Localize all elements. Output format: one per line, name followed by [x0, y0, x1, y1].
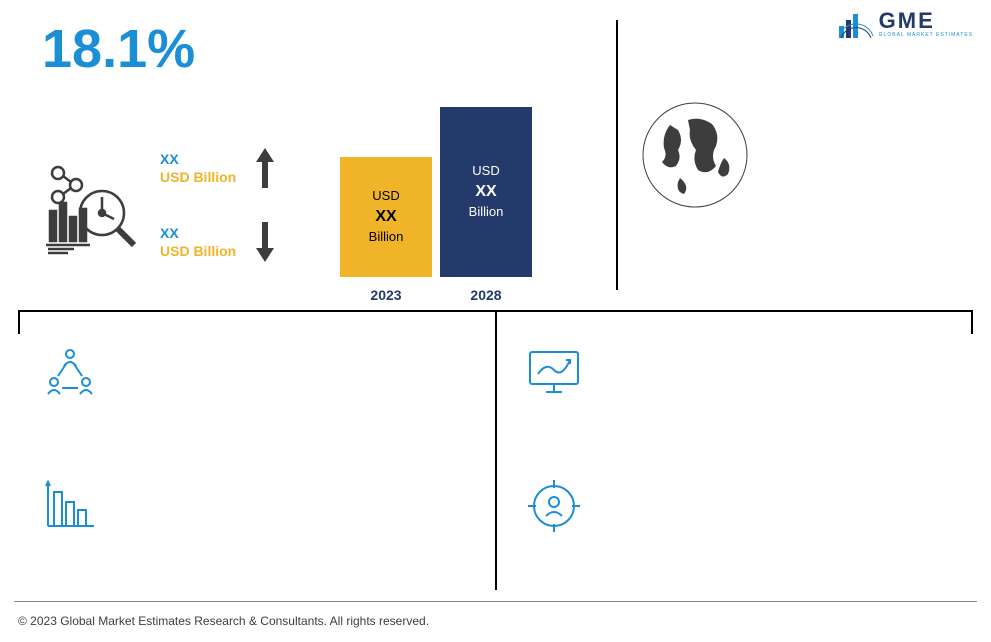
up-stat-unit: USD Billion	[160, 168, 236, 186]
bar-label-2023: 2023	[370, 287, 401, 303]
arrow-down-icon	[254, 220, 276, 264]
logo-mark-icon	[837, 8, 875, 40]
horizontal-divider-bottom	[14, 601, 977, 602]
gme-logo: GME GLOBAL MARKET ESTIMATES	[837, 8, 973, 40]
logo-subtitle: GLOBAL MARKET ESTIMATES	[879, 32, 973, 38]
arrow-stats: XX USD Billion XX USD Billion	[160, 146, 310, 264]
people-network-icon	[40, 344, 100, 404]
arrow-up-icon	[254, 146, 276, 190]
monitor-trend-icon	[524, 344, 584, 404]
down-stat-unit: USD Billion	[160, 242, 236, 260]
vertical-divider-top	[616, 20, 618, 290]
analytics-icon	[30, 155, 140, 255]
bar-unit-bottom: Billion	[469, 204, 504, 221]
bar-value: XX	[375, 207, 396, 228]
top-summary-section: XX USD Billion XX USD Billion	[30, 100, 590, 310]
bar-2023: USD XX Billion	[340, 157, 432, 277]
footer-copyright: © 2023 Global Market Estimates Research …	[18, 614, 429, 628]
globe-icon	[640, 100, 750, 210]
up-stat-value: XX	[160, 150, 236, 168]
bar-2028: USD XX Billion	[440, 107, 532, 277]
market-size-bar-chart: USD XX Billion 2023 USD XX Billion 2028	[340, 107, 532, 303]
bar-label-2028: 2028	[470, 287, 501, 303]
bar-chart-icon	[40, 476, 100, 536]
logo-text: GME	[879, 10, 973, 32]
down-stat-row: XX USD Billion	[160, 220, 310, 264]
headline-percentage: 18.1%	[42, 18, 195, 80]
bar-unit-top: USD	[472, 163, 499, 180]
bar-group-2028: USD XX Billion 2028	[440, 107, 532, 303]
down-stat-value: XX	[160, 224, 236, 242]
bar-value: XX	[475, 182, 496, 203]
bar-unit-top: USD	[372, 188, 399, 205]
target-person-icon	[524, 476, 584, 536]
bar-group-2023: USD XX Billion 2023	[340, 157, 432, 303]
bar-unit-bottom: Billion	[369, 229, 404, 246]
up-stat-row: XX USD Billion	[160, 146, 310, 190]
vertical-divider-mid	[495, 310, 497, 590]
